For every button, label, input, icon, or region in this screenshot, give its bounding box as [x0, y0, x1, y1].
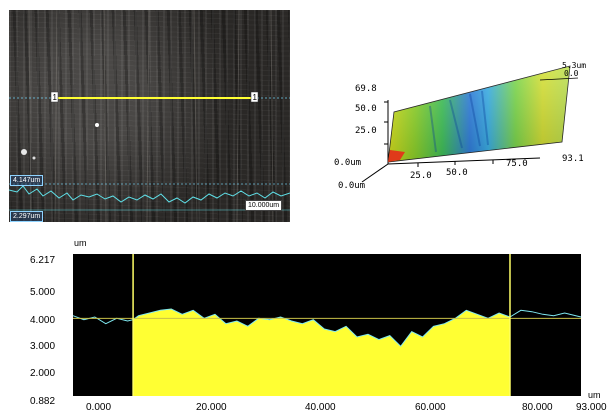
high-region [388, 150, 405, 162]
y-tick-label: 6.217 [30, 255, 56, 266]
marker-right-label: 1 [253, 93, 258, 102]
z-label-25: 25.0 [355, 126, 377, 136]
x-label-25: 25.0 [410, 171, 432, 181]
y-tick-label: 2.000 [30, 368, 56, 379]
x-label-75: 75.0 [506, 159, 528, 169]
x-label-0: 0.0um [338, 181, 366, 191]
y-label-max: 5.3um [562, 61, 587, 70]
surface-texture [9, 10, 290, 222]
bright-spot [21, 149, 27, 155]
profile-fill-area [133, 309, 510, 396]
y-tick-label: 4.000 [30, 315, 56, 326]
surface-3d-graphic [361, 65, 579, 183]
marker-left-label: 1 [53, 93, 58, 102]
lower-value-label: 2.297um [10, 211, 44, 222]
x-tick-label: 0.000 [86, 402, 112, 413]
marker-right[interactable] [250, 91, 259, 103]
z-label-50: 50.0 [355, 104, 377, 114]
x-tick-label: 80.000 [522, 402, 553, 413]
y-tick-label: 5.000 [30, 287, 56, 298]
x-axis [387, 157, 541, 165]
micro-overlay: 1 1 [9, 10, 290, 222]
surface-3d-plot: 69.8 50.0 25.0 0.0um 0.0um 25.0 50.0 75.… [330, 60, 600, 210]
y-label-0: 0.0 [564, 69, 579, 78]
profile-line [72, 308, 582, 348]
x-tick-label: 93.000 [576, 402, 607, 413]
x-tick-label: 60.000 [415, 402, 446, 413]
z-label-top: 69.8 [355, 84, 377, 94]
z-label-0: 0.0um [334, 158, 362, 168]
y-tick-label: 0.882 [30, 396, 56, 407]
y-unit-label: um [74, 238, 87, 248]
microscope-image: 1 1 4.147um 2.297um 10.000um [9, 10, 290, 222]
x-unit-label: um [588, 390, 601, 400]
y-tick-label: 3.000 [30, 341, 56, 352]
bright-spot [32, 156, 36, 160]
x-label-max: 93.1 [562, 154, 584, 164]
x-tick-label: 20.000 [196, 402, 227, 413]
x-tick-label: 40.000 [305, 402, 336, 413]
micro-profile-trace [9, 185, 290, 204]
upper-value-label: 4.147um [10, 175, 44, 186]
marker-left[interactable] [50, 91, 59, 103]
bright-spot [95, 123, 99, 127]
profile-chart: um um 6.217 5.000 4.000 3.000 2.000 0.88… [0, 238, 608, 413]
scale-bar-label: 10.000um [245, 200, 283, 211]
profile-plot [72, 254, 582, 396]
y-axis [361, 163, 389, 183]
x-label-50: 50.0 [446, 168, 468, 178]
